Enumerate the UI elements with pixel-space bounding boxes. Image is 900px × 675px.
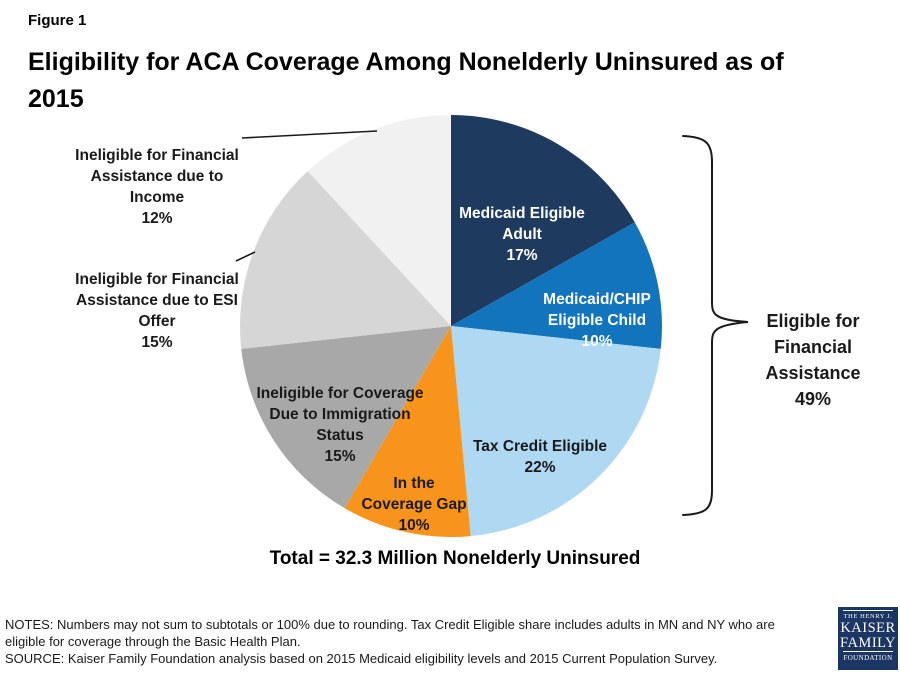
pie-slice-medicaid-eligible-adult bbox=[451, 115, 635, 326]
pie-label-income-text: Ineligible for Financial Assistance due … bbox=[75, 147, 239, 206]
pie-label-medicaid-chip-child-pct: 10% bbox=[581, 333, 613, 350]
pie-slice-ineligible-for-financial-assistance-due-to-esi-offer bbox=[239, 171, 451, 349]
pie-label-medicaid-adult-pct: 17% bbox=[506, 247, 538, 264]
pie-label-medicaid-chip-child-text: Medicaid/CHIP Eligible Child bbox=[543, 291, 651, 329]
notes-text: NOTES: Numbers may not sum to subtotals … bbox=[5, 617, 775, 649]
pie-label-immigration-pct: 15% bbox=[324, 448, 356, 465]
pie-label-tax-credit-text: Tax Credit Eligible bbox=[472, 438, 608, 455]
pie-label-immigration: Ineligible for Coverage Due to Immigrati… bbox=[225, 362, 455, 488]
pie-label-immigration-text: Ineligible for Coverage Due to Immigrati… bbox=[256, 385, 424, 444]
bracket-annotation: Eligible for Financial Assistance 49% bbox=[723, 282, 900, 438]
page-title: Eligibility for ACA Coverage Among Nonel… bbox=[28, 48, 784, 113]
pie-slice-in-the-coverage-gap bbox=[344, 326, 471, 537]
leader-line-income bbox=[241, 130, 378, 139]
pie-label-income: Ineligible for Financial Assistance due … bbox=[42, 124, 272, 250]
logo-line-family: FAMILY bbox=[839, 635, 897, 651]
pie-label-tax-credit: Tax Credit Eligible 22% bbox=[430, 415, 650, 499]
total-label: Total = 32.3 Million Nonelderly Uninsure… bbox=[269, 548, 641, 569]
pie-label-coverage-gap-text: In the Coverage Gap bbox=[361, 475, 467, 513]
pie-label-coverage-gap: In the Coverage Gap 10% bbox=[314, 452, 514, 557]
bracket-annotation-pct: 49% bbox=[794, 389, 832, 409]
pie-label-medicaid-adult-text: Medicaid Eligible Adult bbox=[459, 205, 585, 243]
logo-line-henry-j: THE HENRY J. bbox=[843, 613, 893, 620]
logo-top-rule bbox=[843, 610, 893, 611]
pie-label-income-pct: 12% bbox=[141, 210, 173, 227]
leader-line-esi bbox=[235, 251, 256, 262]
kff-logo: THE HENRY J. KAISER FAMILY FOUNDATION bbox=[838, 607, 898, 670]
bracket-annotation-text: Eligible for Financial Assistance bbox=[765, 311, 861, 383]
pie-label-tax-credit-pct: 22% bbox=[524, 459, 556, 476]
pie-label-esi-offer-text: Ineligible for Financial Assistance due … bbox=[75, 271, 239, 330]
pie-label-medicaid-adult: Medicaid Eligible Adult 17% bbox=[412, 182, 632, 287]
pie-slice-ineligible-for-coverage-due-to-immigration-status bbox=[241, 326, 451, 509]
logo-line-kaiser: KAISER bbox=[840, 620, 896, 636]
bracket bbox=[682, 135, 749, 516]
pie-slice-medicaid-chip-eligible-child bbox=[451, 222, 663, 349]
pie-slices bbox=[239, 115, 663, 537]
logo-line-foundation: FOUNDATION bbox=[843, 654, 893, 662]
pie-label-medicaid-chip-child: Medicaid/CHIP Eligible Child 10% bbox=[487, 268, 707, 373]
pie-label-coverage-gap-pct: 10% bbox=[398, 517, 430, 534]
pie-slice-tax-credit-eligible bbox=[451, 326, 661, 537]
pie-label-esi-offer-pct: 15% bbox=[141, 334, 173, 351]
pie-slice-ineligible-for-financial-assistance-due-to-income bbox=[307, 115, 451, 326]
pie-label-esi-offer: Ineligible for Financial Assistance due … bbox=[42, 248, 272, 374]
logo-divider-rule bbox=[843, 651, 893, 652]
figure-label: Figure 1 bbox=[28, 12, 87, 29]
source-text: SOURCE: Kaiser Family Foundation analysi… bbox=[5, 651, 718, 666]
